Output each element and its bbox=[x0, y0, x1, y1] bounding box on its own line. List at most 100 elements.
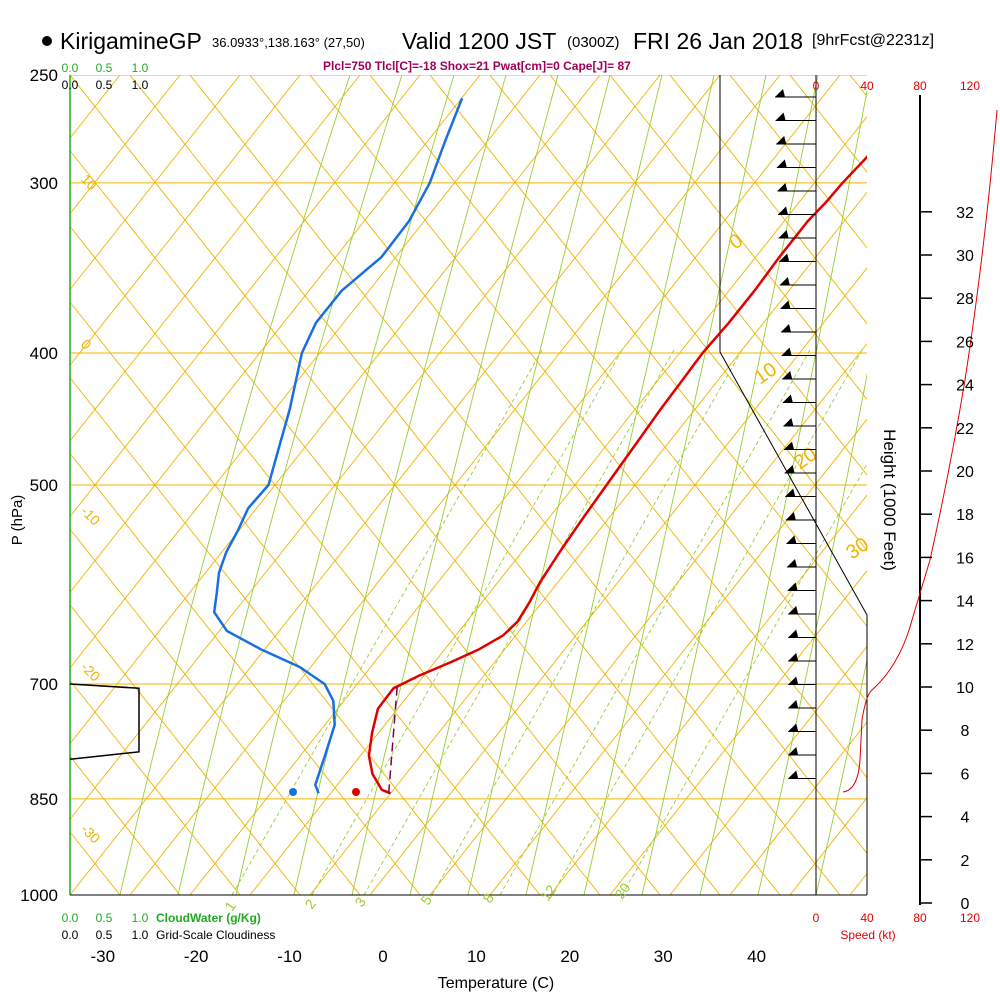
wind-barb-pennant bbox=[788, 770, 799, 779]
mixing-ratio-label: 12 bbox=[537, 882, 559, 904]
bottom-cloudiness-tick: 0.0 bbox=[62, 928, 79, 942]
moist-adiabat-line bbox=[293, 75, 507, 895]
dry-adiabat-label: 0 bbox=[78, 336, 95, 353]
height-tick-label: 14 bbox=[956, 594, 974, 611]
top-cloudwater-tick: 0.0 bbox=[62, 61, 79, 75]
wind-speed-profile-line bbox=[842, 109, 998, 793]
height-tick-label: 4 bbox=[961, 810, 970, 827]
dry-adiabat-line bbox=[70, 75, 301, 366]
moist-adiabat-line bbox=[641, 75, 819, 895]
moist-adiabat-line bbox=[699, 88, 867, 895]
wind-barb-pennant bbox=[788, 700, 799, 708]
moist-adiabat-line bbox=[235, 75, 455, 895]
isotherm-line bbox=[609, 75, 867, 400]
dry-adiabat-label: -20 bbox=[78, 659, 104, 685]
dewpoint-profile-line bbox=[212, 97, 464, 794]
wind-barb-pennant bbox=[788, 629, 799, 638]
wind-barb-pennant bbox=[779, 277, 790, 285]
bottom-cloudwater-tick: 1.0 bbox=[132, 911, 149, 925]
wind-barb-pennant bbox=[776, 159, 787, 168]
dry-adiabat-label: -30 bbox=[78, 821, 104, 847]
isotherm-line bbox=[70, 528, 361, 895]
wind-barb-pennant bbox=[788, 606, 799, 614]
cloudiness-profile-line bbox=[70, 683, 140, 761]
wind-barb-pennant bbox=[777, 183, 788, 191]
temperature-tick-label: -30 bbox=[91, 947, 116, 966]
station-bullet-icon bbox=[42, 36, 52, 46]
height-tick-label: 0 bbox=[961, 896, 970, 913]
mixing-ratio-label: 2 bbox=[301, 896, 319, 912]
x-axis-label: Temperature (C) bbox=[438, 975, 554, 992]
speed-axis-label: Speed (kt) bbox=[840, 928, 895, 942]
isotherm-line bbox=[70, 679, 241, 895]
top-cloudwater-tick: 1.0 bbox=[132, 61, 149, 75]
top-cloudiness-tick: 0.5 bbox=[96, 78, 113, 92]
mixing-ratio-label: 8 bbox=[479, 890, 497, 906]
pressure-tick-label: 500 bbox=[30, 476, 58, 495]
moist-adiabat-label: 10 bbox=[750, 358, 781, 389]
temperature-tick-label: 10 bbox=[467, 947, 486, 966]
height-tick-label: 22 bbox=[956, 421, 974, 438]
dry-adiabat-line bbox=[70, 75, 361, 442]
wind-barb-pennant bbox=[778, 206, 788, 215]
dry-adiabat-line bbox=[669, 645, 867, 895]
wind-barb-pennant bbox=[787, 559, 797, 567]
height-tick-label: 12 bbox=[956, 637, 974, 654]
isotherm-line bbox=[910, 75, 1000, 895]
speed-tick-bottom: 40 bbox=[860, 911, 874, 925]
height-tick-label: 28 bbox=[956, 291, 974, 308]
pressure-tick-label: 300 bbox=[30, 174, 58, 193]
moist-adiabat-label: 30 bbox=[842, 533, 873, 564]
moist-adiabat-line bbox=[119, 75, 351, 895]
moist-adiabat-line bbox=[409, 75, 611, 895]
dry-adiabat-label: 10 bbox=[78, 171, 100, 193]
mixing-ratio-line bbox=[311, 349, 623, 895]
wind-barb-pennant bbox=[788, 747, 799, 755]
right-frame-line bbox=[719, 75, 868, 895]
wind-barb-pennant bbox=[779, 253, 790, 262]
top-cloudwater-tick: 0.5 bbox=[96, 61, 113, 75]
dry-adiabat-line bbox=[970, 75, 1000, 895]
isotherm-line bbox=[549, 75, 867, 476]
valid-time: Valid 1200 JST bbox=[402, 28, 557, 54]
dry-adiabat-line bbox=[910, 75, 1000, 895]
bottom-cloudwater-tick: 0.0 bbox=[62, 911, 79, 925]
moist-adiabat-line bbox=[525, 75, 715, 895]
moist-adiabat-line bbox=[351, 75, 559, 895]
speed-tick-bottom: 80 bbox=[913, 911, 927, 925]
wind-barb-pennant bbox=[775, 112, 786, 121]
height-tick-label: 24 bbox=[956, 378, 974, 395]
speed-tick-top: 40 bbox=[860, 79, 874, 93]
moist-adiabat-line bbox=[757, 372, 867, 895]
dry-adiabat-line bbox=[729, 721, 867, 895]
speed-tick-top: 120 bbox=[960, 79, 980, 93]
speed-tick-bottom: 0 bbox=[813, 911, 820, 925]
bottom-cloudiness-tick: 1.0 bbox=[132, 928, 149, 942]
top-cloudiness-tick: 1.0 bbox=[132, 78, 149, 92]
temperature-tick-label: 40 bbox=[747, 947, 766, 966]
wind-barb-pennant bbox=[788, 653, 799, 661]
wind-barb-pennant bbox=[784, 441, 794, 450]
moist-adiabat-line bbox=[815, 657, 867, 895]
cloudiness-label: Grid-Scale Cloudiness bbox=[156, 928, 275, 942]
valid-utc: (0300Z) bbox=[567, 34, 620, 51]
moist-adiabat-line bbox=[583, 75, 767, 895]
moist-adiabat-label: 0 bbox=[725, 230, 747, 254]
dry-adiabat-line bbox=[549, 494, 867, 895]
wind-barb-pennant bbox=[781, 324, 791, 332]
parcel-profile-line bbox=[387, 683, 399, 794]
dry-adiabat-line bbox=[609, 570, 867, 895]
isotherm-line bbox=[70, 604, 301, 895]
wind-barb-pennant bbox=[775, 89, 785, 97]
stability-indices: Plcl=750 Tlcl[C]=-18 Shox=21 Pwat[cm]=0 … bbox=[323, 59, 631, 73]
wind-barb-pennant bbox=[784, 465, 795, 473]
isotherm-line bbox=[729, 75, 867, 249]
wind-barb-pennant bbox=[783, 418, 794, 426]
wind-barb-pennant bbox=[782, 371, 793, 379]
cloudwater-label: CloudWater (g/Kg) bbox=[156, 911, 261, 925]
height-tick-label: 30 bbox=[956, 248, 974, 265]
dry-adiabat-label: -10 bbox=[78, 503, 104, 529]
height-tick-label: 2 bbox=[961, 853, 970, 870]
isotherm-line bbox=[669, 75, 867, 325]
